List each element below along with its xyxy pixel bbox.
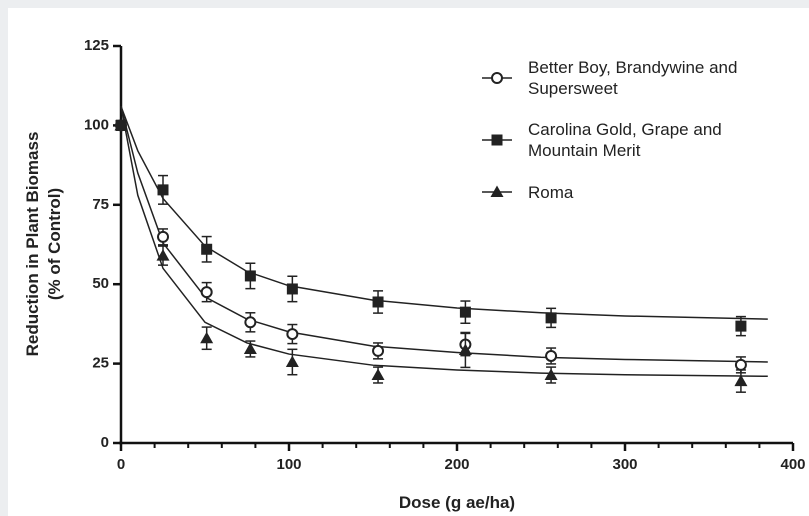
y-tick-label: 50 [92,275,109,292]
y-tick-label: 100 [84,116,109,133]
x-tick-label: 0 [117,456,125,473]
legend-label: Better Boy, Brandywine and Supersweet [528,58,738,98]
chart-background [8,8,809,516]
marker [735,320,747,332]
marker [545,312,557,324]
marker [201,243,213,255]
y-tick-label: 75 [92,196,109,213]
marker [244,270,256,282]
marker [156,249,170,261]
x-tick-label: 100 [276,456,301,473]
y-axis-label: (% of Control) [45,188,64,300]
marker [458,343,472,355]
marker [157,184,169,196]
marker [157,230,169,243]
legend-marker [491,72,503,84]
marker [200,286,213,299]
legend-label: Roma [528,183,574,202]
legend-label: Carolina Gold, Grape and Mountain Merit [528,120,722,160]
marker [243,342,257,354]
legend-marker [491,134,503,146]
marker [285,355,299,368]
fit-curve [120,106,768,378]
x-tick-label: 400 [780,456,805,473]
y-tick-label: 0 [101,434,109,451]
marker [286,283,298,295]
y-tick-label: 25 [92,355,109,372]
legend-marker [490,185,504,197]
x-tick-label: 200 [444,456,469,473]
marker [545,349,558,362]
marker [371,368,385,381]
marker [114,118,128,131]
marker [372,344,385,357]
marker [244,316,257,329]
marker [286,328,299,341]
marker [734,358,747,371]
marker [544,368,558,381]
marker [459,306,471,318]
marker [200,331,214,344]
y-tick-label: 125 [84,37,109,54]
marker [372,296,384,308]
y-axis-label: Reduction in Plant Biomass [23,132,42,357]
x-axis-label: Dose (g ae/ha) [399,493,515,512]
x-tick-label: 300 [612,456,637,473]
marker [734,374,748,387]
